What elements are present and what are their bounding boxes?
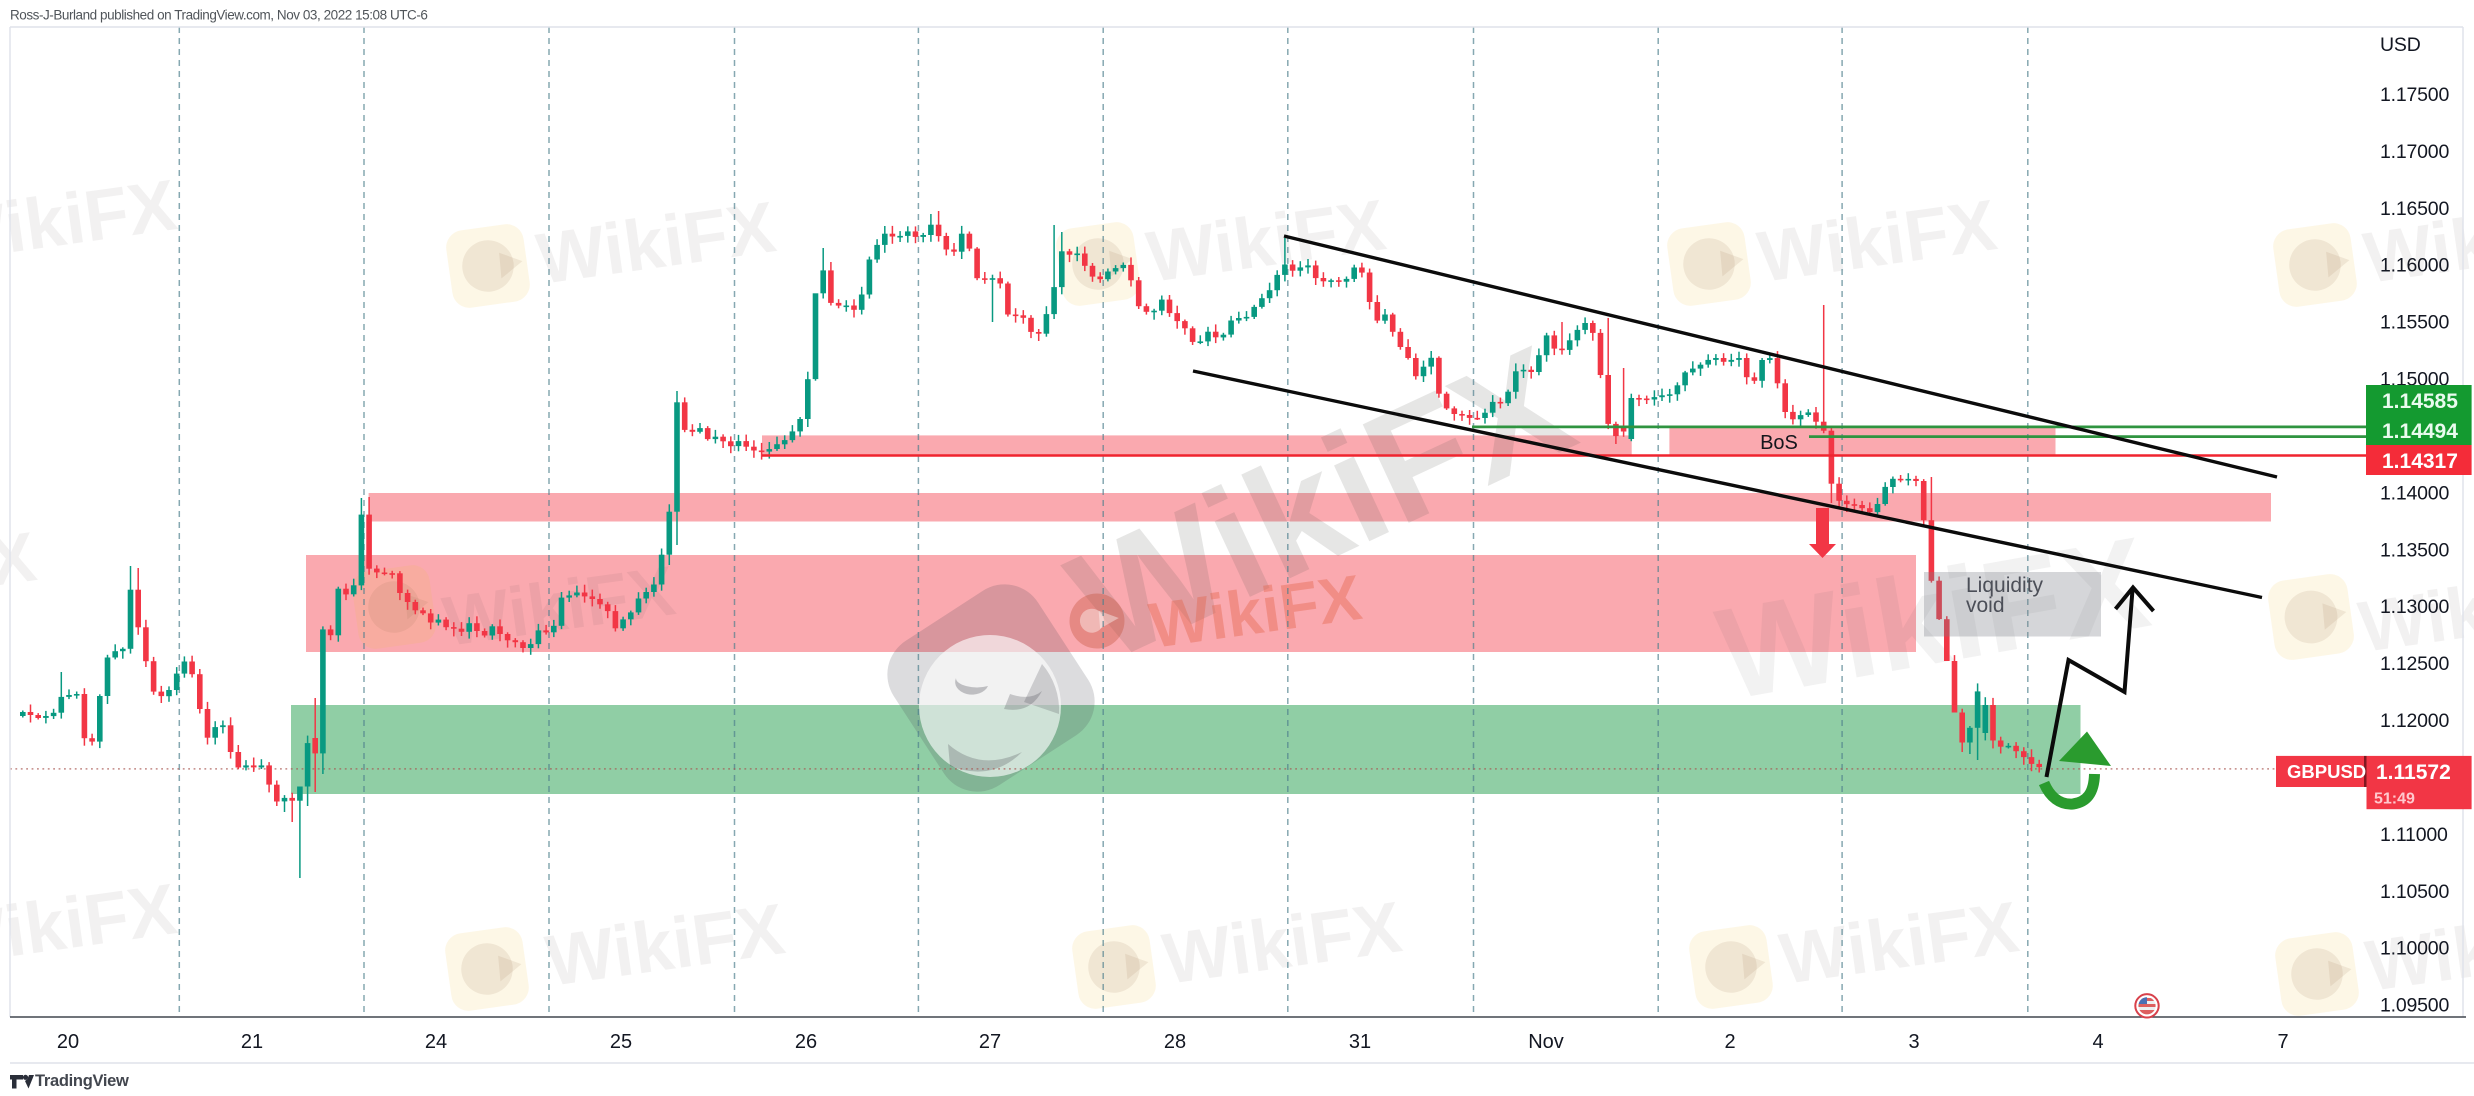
svg-text:4: 4	[2092, 1031, 2103, 1053]
svg-text:1.10500: 1.10500	[2380, 881, 2449, 903]
svg-text:2: 2	[1724, 1031, 1735, 1053]
svg-text:1.14317: 1.14317	[2382, 450, 2458, 473]
svg-text:7: 7	[2277, 1031, 2288, 1053]
svg-text:25: 25	[610, 1031, 632, 1053]
svg-text:1.10000: 1.10000	[2380, 938, 2449, 960]
svg-text:1.11572: 1.11572	[2376, 761, 2451, 784]
svg-text:1.13000: 1.13000	[2380, 596, 2449, 618]
svg-text:28: 28	[1164, 1031, 1186, 1053]
svg-text:1.11000: 1.11000	[2380, 824, 2448, 846]
svg-text:1.15500: 1.15500	[2380, 312, 2449, 334]
svg-text:1.17500: 1.17500	[2380, 84, 2449, 106]
svg-text:USD: USD	[2380, 34, 2421, 56]
svg-text:1.12000: 1.12000	[2380, 710, 2449, 732]
svg-text:1.14494: 1.14494	[2382, 420, 2458, 443]
svg-text:1.13500: 1.13500	[2380, 539, 2449, 561]
svg-text:BoS: BoS	[1760, 432, 1798, 454]
svg-text:20: 20	[57, 1031, 79, 1053]
svg-text:51:49: 51:49	[2374, 791, 2415, 808]
svg-text:void: void	[1966, 594, 2005, 617]
svg-text:24: 24	[425, 1031, 447, 1053]
svg-text:27: 27	[979, 1031, 1001, 1053]
svg-text:1.17000: 1.17000	[2380, 141, 2449, 163]
svg-text:1.14000: 1.14000	[2380, 482, 2449, 504]
svg-text:26: 26	[795, 1031, 817, 1053]
svg-text:1.09500: 1.09500	[2380, 995, 2449, 1017]
svg-text:21: 21	[241, 1031, 263, 1053]
svg-text:31: 31	[1349, 1031, 1371, 1053]
svg-text:1.16000: 1.16000	[2380, 255, 2449, 277]
svg-text:1.16500: 1.16500	[2380, 198, 2449, 220]
svg-text:3: 3	[1908, 1031, 1919, 1053]
svg-text:Liquidity: Liquidity	[1966, 574, 2044, 597]
svg-text:1.14585: 1.14585	[2382, 390, 2458, 413]
svg-text:TradingView: TradingView	[35, 1072, 129, 1090]
svg-text:Ross-J-Burland published on Tr: Ross-J-Burland published on TradingView.…	[10, 8, 427, 23]
svg-text:GBPUSD: GBPUSD	[2287, 761, 2366, 782]
svg-text:1.12500: 1.12500	[2380, 653, 2449, 675]
svg-text:Nov: Nov	[1528, 1031, 1564, 1053]
